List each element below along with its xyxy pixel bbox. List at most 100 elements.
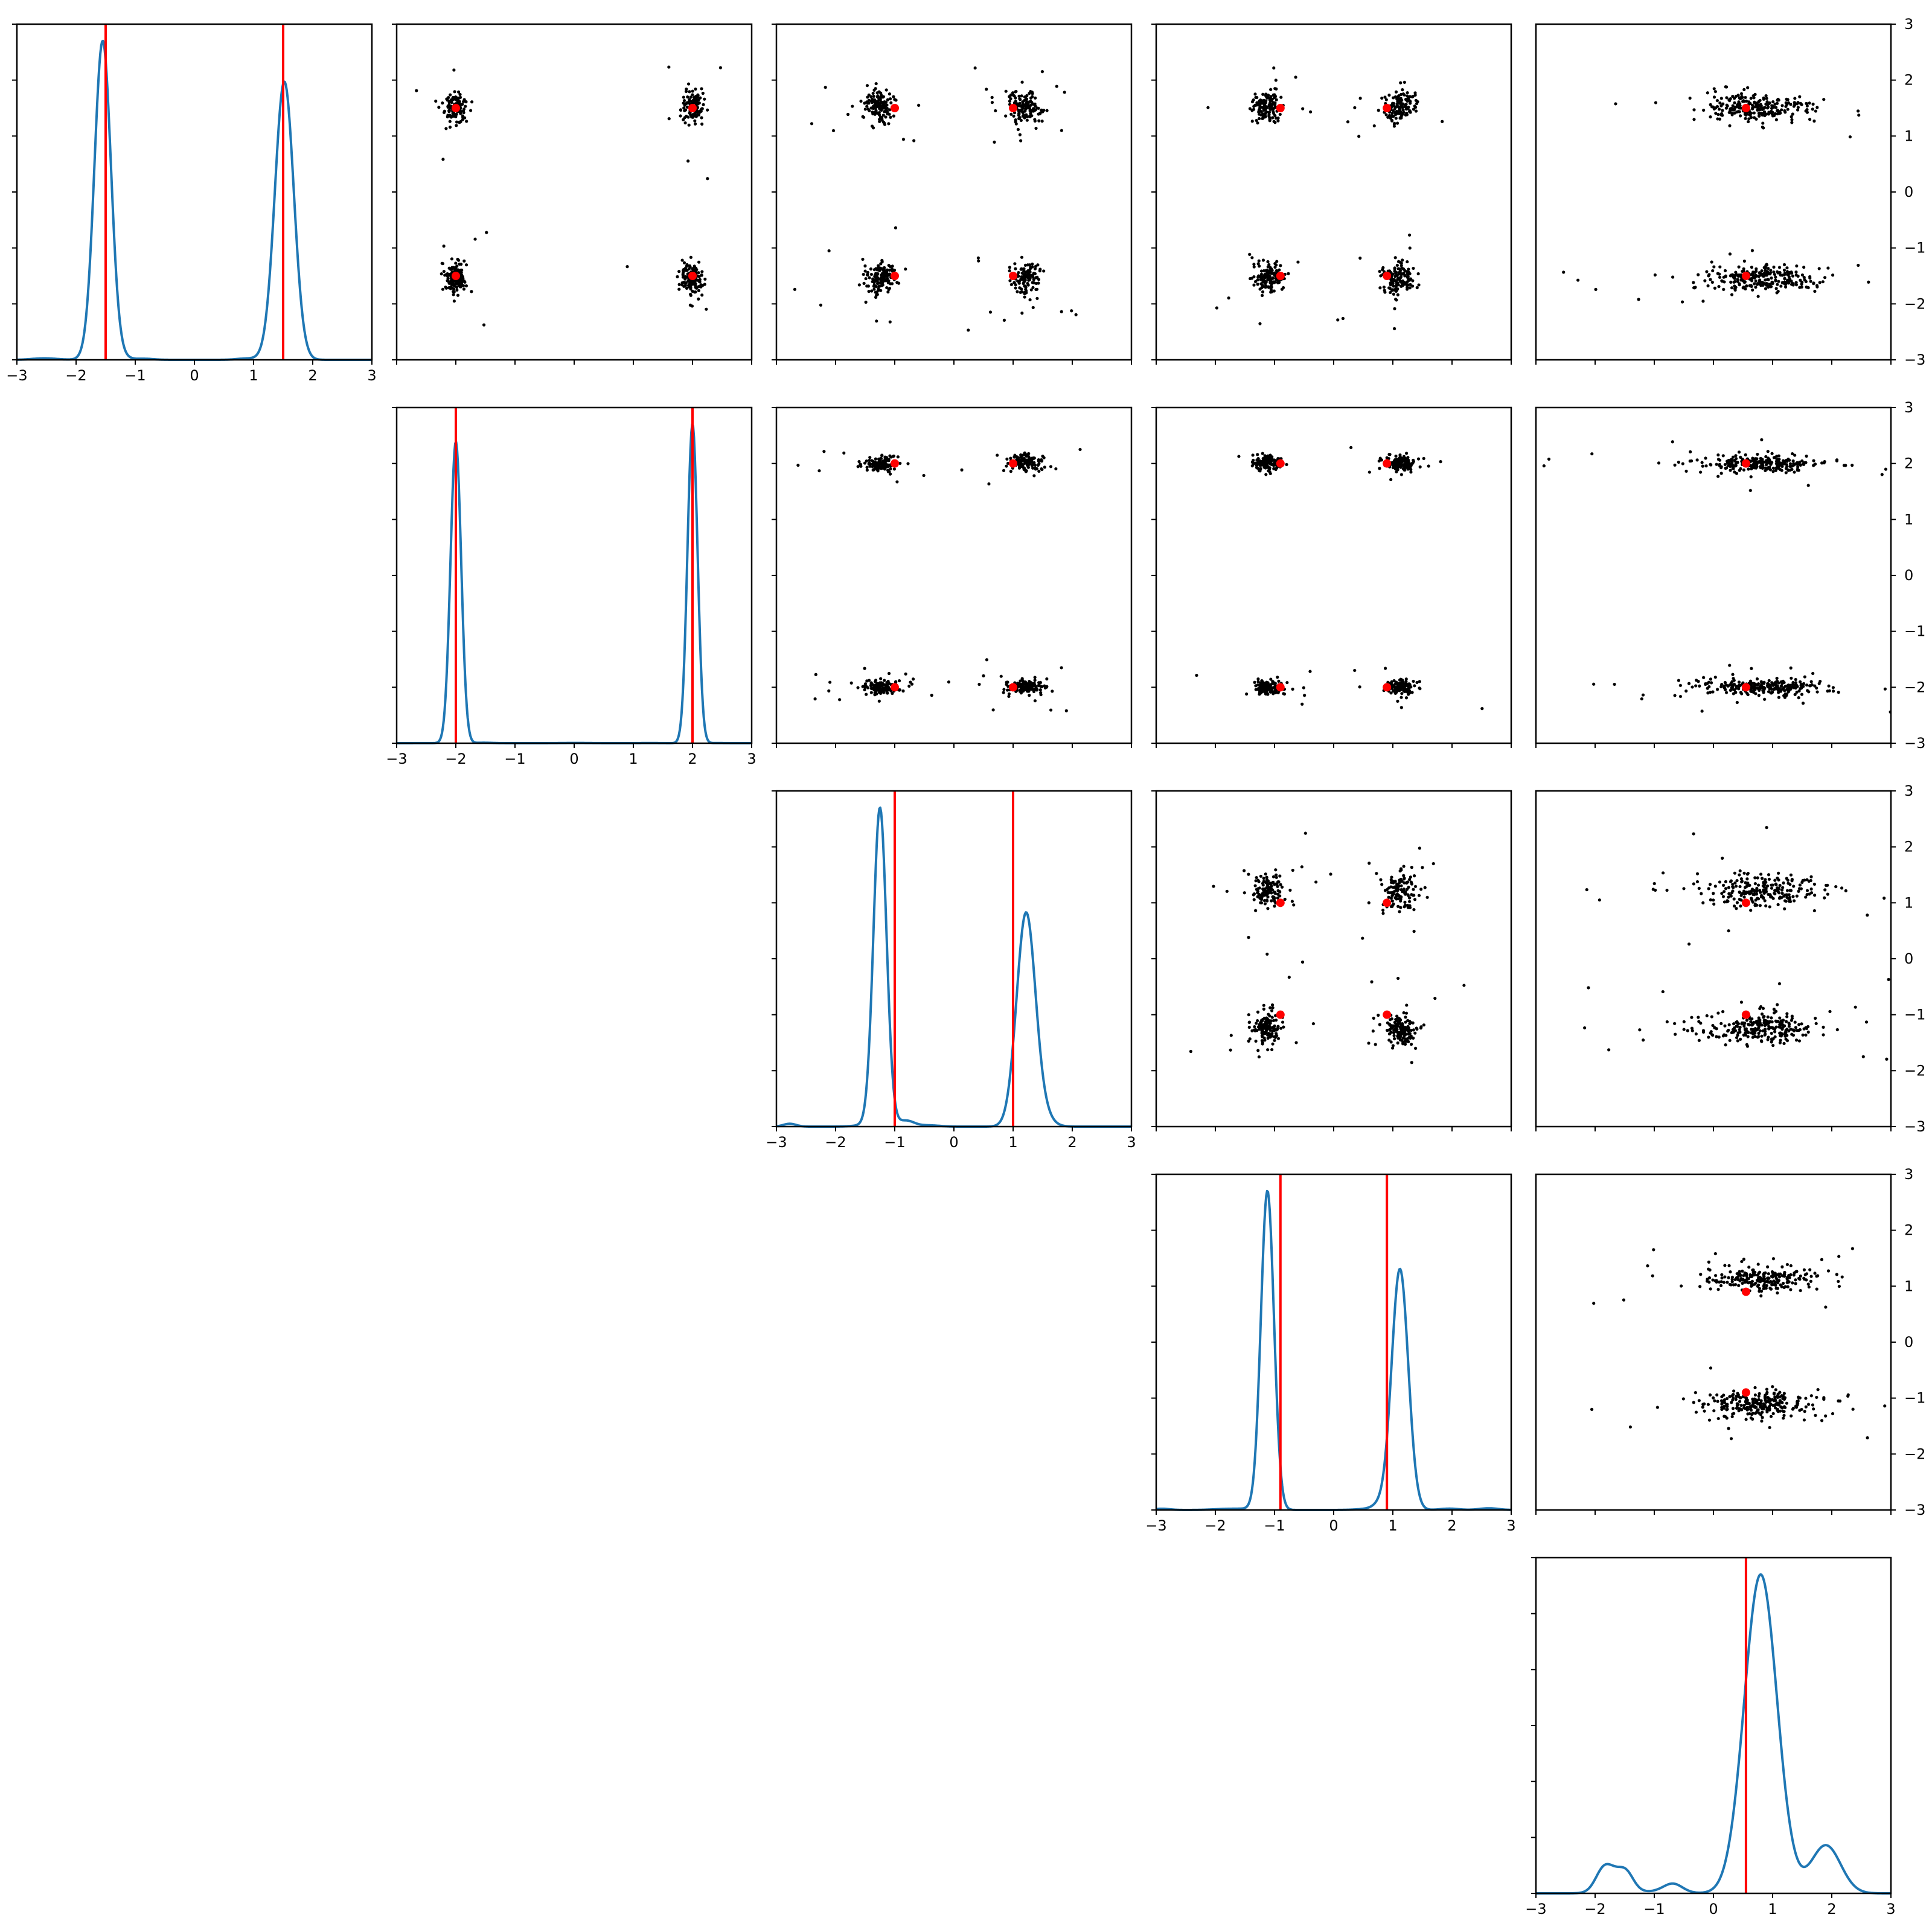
- sample-point: [1278, 268, 1281, 272]
- sample-point: [819, 303, 823, 307]
- x-tick-label: −3: [1145, 1517, 1166, 1534]
- sample-point: [884, 88, 888, 92]
- sample-point: [682, 118, 685, 121]
- sample-point: [856, 686, 860, 689]
- sample-point: [1272, 66, 1276, 70]
- sample-point: [1384, 113, 1388, 117]
- sample-point: [1403, 80, 1406, 84]
- sample-point: [1788, 462, 1793, 465]
- sample-point: [1814, 109, 1817, 113]
- sample-point: [1403, 876, 1406, 880]
- sample-point: [695, 286, 699, 290]
- sample-point: [1730, 286, 1734, 290]
- sample-point: [447, 266, 451, 270]
- sample-point: [870, 124, 874, 128]
- sample-point: [684, 89, 688, 93]
- sample-point: [1407, 1040, 1410, 1043]
- sample-point: [697, 271, 700, 275]
- sample-point: [869, 683, 873, 688]
- sample-point: [1025, 94, 1029, 98]
- sample-point: [1771, 466, 1776, 470]
- x-tick-label: −3: [6, 367, 27, 384]
- sample-point: [1767, 101, 1771, 105]
- sample-point: [1381, 267, 1384, 272]
- sample-point: [1805, 454, 1808, 458]
- sample-point: [1377, 109, 1380, 112]
- sample-point: [1821, 280, 1825, 284]
- sample-point: [449, 115, 453, 119]
- sample-point: [1790, 270, 1793, 274]
- sample-point: [1758, 114, 1761, 118]
- sample-point: [1818, 281, 1822, 284]
- sample-point: [1721, 454, 1725, 458]
- sample-point: [1840, 886, 1844, 890]
- sample-point: [1783, 696, 1787, 699]
- sample-point: [1401, 102, 1404, 106]
- sample-point: [683, 108, 688, 112]
- sample-point: [1396, 894, 1401, 897]
- sample-point: [1014, 100, 1017, 103]
- sample-point: [455, 286, 459, 289]
- sample-point: [1397, 94, 1401, 98]
- sample-point: [1035, 296, 1039, 300]
- sample-point: [1739, 278, 1743, 282]
- sample-point: [1034, 96, 1037, 100]
- density-curve: [1535, 1573, 1892, 1895]
- sample-point: [1771, 100, 1775, 104]
- sample-point: [888, 320, 892, 324]
- sample-point: [893, 98, 897, 101]
- sample-point: [1800, 1022, 1803, 1026]
- sample-point: [1785, 270, 1789, 273]
- sample-point: [1727, 1023, 1731, 1026]
- sample-point: [1195, 673, 1198, 677]
- sample-point: [1255, 1022, 1258, 1025]
- sample-point: [982, 674, 985, 677]
- sample-point: [1411, 1021, 1415, 1025]
- sample-point: [1794, 281, 1798, 284]
- sample-point: [706, 108, 709, 112]
- sample-point: [1796, 108, 1800, 112]
- sample-point: [1765, 463, 1768, 467]
- sample-point: [1023, 116, 1026, 120]
- sample-point: [1712, 898, 1715, 902]
- sample-point: [1716, 1011, 1720, 1015]
- sample-point: [1387, 1022, 1391, 1026]
- sample-point: [880, 453, 884, 458]
- sample-point: [1716, 117, 1719, 121]
- sample-point: [1039, 693, 1043, 697]
- sample-point: [686, 159, 690, 163]
- sample-point: [1045, 109, 1049, 112]
- sample-point: [1396, 293, 1399, 296]
- sample-point: [697, 284, 702, 289]
- sample-point: [1776, 283, 1779, 286]
- sample-point: [442, 269, 446, 273]
- sample-point: [1671, 275, 1675, 279]
- sample-point: [1803, 878, 1806, 882]
- sample-point: [1759, 456, 1762, 460]
- sample-point: [1797, 689, 1801, 693]
- sample-point: [1028, 685, 1032, 688]
- sample-point: [679, 114, 682, 118]
- sample-point: [1032, 272, 1035, 275]
- sample-point: [1740, 95, 1744, 99]
- sample-point: [1404, 113, 1407, 117]
- sample-point: [1790, 467, 1794, 472]
- sample-point: [1817, 267, 1821, 270]
- sample-point: [1750, 667, 1753, 670]
- sample-point: [1738, 869, 1742, 873]
- sample-point: [1757, 112, 1761, 115]
- sample-point: [1822, 1033, 1825, 1037]
- sample-point: [1399, 1023, 1403, 1027]
- sample-point: [1265, 881, 1269, 886]
- sample-point: [878, 118, 881, 121]
- sample-point: [1395, 882, 1399, 886]
- sample-point: [452, 68, 456, 72]
- sample-point: [1264, 112, 1267, 115]
- y-tick-label: 2: [1904, 455, 1913, 472]
- sample-point: [1762, 685, 1766, 689]
- sample-point: [1769, 269, 1773, 272]
- sample-point: [1689, 450, 1692, 453]
- sample-point: [1761, 465, 1765, 469]
- sample-point: [1311, 1022, 1315, 1026]
- sample-point: [990, 95, 994, 99]
